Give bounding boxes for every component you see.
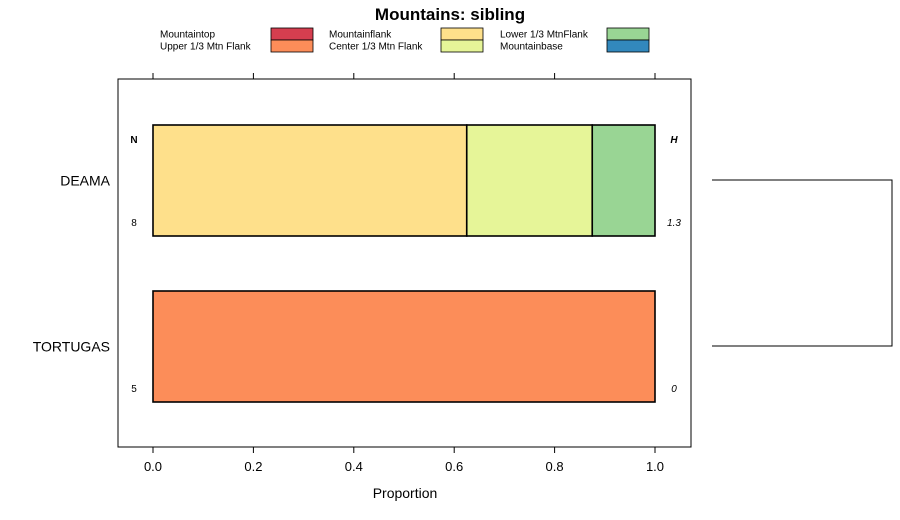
dendrogram-branch xyxy=(712,179,893,347)
n-value-tortugas: 5 xyxy=(131,384,137,395)
legend-label-mountainbase: Mountainbase xyxy=(500,42,563,53)
x-tick-label: 0.2 xyxy=(244,459,262,474)
legend-label-center-1-3-mtn-flank: Center 1/3 Mtn Flank xyxy=(329,42,423,53)
category-label-tortugas: TORTUGAS xyxy=(33,339,110,355)
plot-frame xyxy=(117,78,692,448)
bar-deama-center-1-3-mtn-flank xyxy=(465,124,594,237)
legend-label-mountainflank: Mountainflank xyxy=(329,30,392,41)
legend-label-mountaintop: Mountaintop xyxy=(160,30,215,41)
legend-swatch-mountaintop xyxy=(270,27,314,41)
h-value-deama: 1.3 xyxy=(667,218,681,229)
bar-deama-lower-1-3-mtnflank xyxy=(591,124,656,237)
n-header: N xyxy=(130,135,137,146)
bar-tortugas-upper-1-3-mtn-flank xyxy=(152,290,656,403)
dendrogram xyxy=(712,179,893,347)
annotations: N H 8 5 1.3 0 xyxy=(130,135,681,395)
x-axis-title: Proportion xyxy=(373,485,438,501)
x-tick-label: 0.4 xyxy=(345,459,363,474)
x-axis: 0.0 0.2 0.4 0.6 0.8 1.0 xyxy=(144,73,664,474)
legend-label-lower-1-3-mtnflank: Lower 1/3 MtnFlank xyxy=(500,30,589,41)
x-tick-label: 0.0 xyxy=(144,459,162,474)
chart-title: Mountains: sibling xyxy=(375,5,525,24)
bars xyxy=(152,124,656,403)
n-value-deama: 8 xyxy=(131,218,137,229)
x-tick-label: 0.6 xyxy=(445,459,463,474)
x-tick-label: 1.0 xyxy=(646,459,664,474)
bar-deama-mountainflank xyxy=(152,124,468,237)
legend-swatch-center-1-3-mtn-flank xyxy=(440,39,484,53)
legend-label-upper-1-3-mtn-flank: Upper 1/3 Mtn Flank xyxy=(160,42,252,53)
y-axis: DEAMA TORTUGAS xyxy=(33,173,111,355)
category-label-deama: DEAMA xyxy=(60,173,110,189)
legend-swatch-upper-1-3-mtn-flank xyxy=(270,39,314,53)
h-header: H xyxy=(670,135,678,146)
legend-swatch-lower-1-3-mtnflank xyxy=(606,27,650,41)
x-tick-label: 0.8 xyxy=(546,459,564,474)
legend-swatch-mountainflank xyxy=(440,27,484,41)
legend-swatch-mountainbase xyxy=(606,39,650,53)
h-value-tortugas: 0 xyxy=(671,384,677,395)
